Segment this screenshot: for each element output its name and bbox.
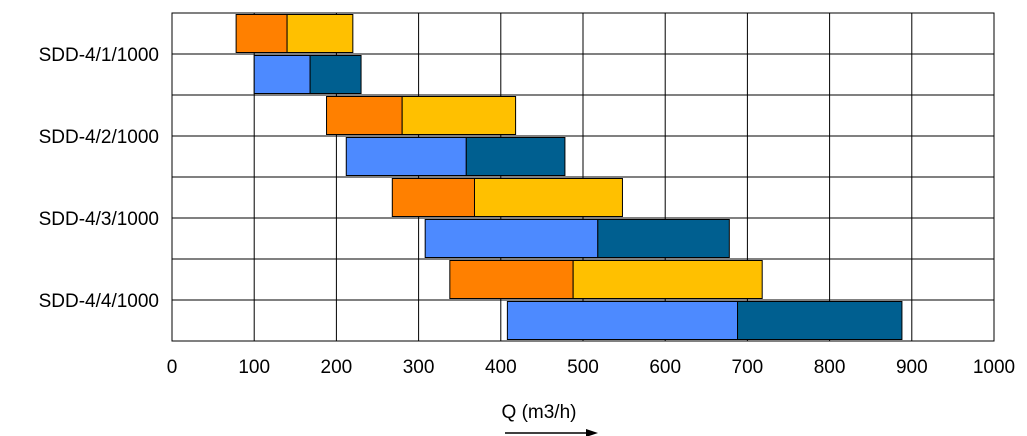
plot-border [171,12,995,342]
category-label: SDD-4/3/1000 [39,209,159,230]
bar-segment [465,137,566,176]
bar-segment [737,301,903,340]
bar-segment [235,14,288,53]
bar-segment [309,55,362,94]
x-tick-label: 100 [238,357,270,378]
bar-segment [253,55,311,94]
bar-segment [345,137,467,176]
bar-segment [597,219,730,258]
bar-segment [401,96,517,135]
x-tick-label: 900 [896,357,928,378]
x-tick-label: 700 [732,357,764,378]
x-tick-label: 800 [814,357,846,378]
x-tick-label: 1000 [973,357,1015,378]
category-labels: SDD-4/1/1000 SDD-4/2/1000 SDD-4/3/1000 SDD-… [39,45,159,312]
x-tick-label: 500 [567,357,599,378]
x-tick-labels: 0 100 200 300 400 500 600 700 800 900 1000 [167,357,1015,378]
category-label: SDD-4/1/1000 [39,45,159,66]
x-tick-label: 400 [485,357,517,378]
bar-segment [473,178,623,217]
bar-segment [286,14,354,53]
bar-segment [326,96,403,135]
plot-frame [171,12,995,342]
category-label: SDD-4/4/1000 [39,291,159,312]
bar-segment [572,260,763,299]
x-tick-label: 200 [321,357,353,378]
x-tick-label: 600 [649,357,681,378]
bar-segment [449,260,574,299]
bar-segment [424,219,599,258]
bars [235,14,903,340]
x-axis-title: Q (m3/h) [502,402,577,423]
bar-segment [391,178,475,217]
bar-segment [506,301,739,340]
category-label: SDD-4/2/1000 [39,127,159,148]
x-axis-arrow [505,429,598,436]
x-tick-label: 300 [403,357,435,378]
x-tick-label: 0 [167,357,178,378]
